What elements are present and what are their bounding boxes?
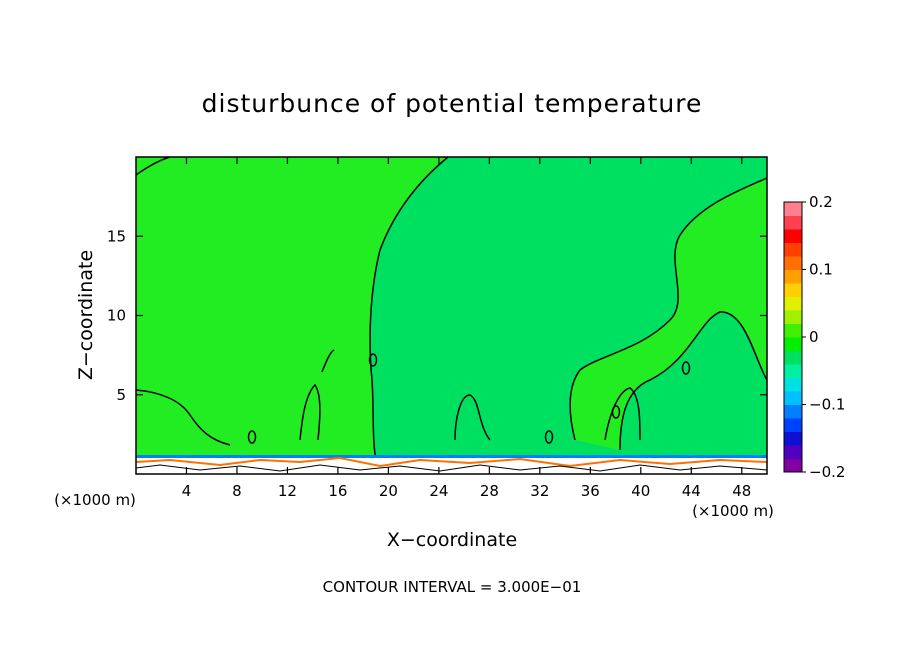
colorbar-swatch xyxy=(784,229,802,243)
x-tick-label: 4 xyxy=(182,482,192,500)
colorbar-swatch xyxy=(784,242,802,257)
colorbar-swatch xyxy=(784,391,802,405)
contour-line-3 xyxy=(619,311,768,451)
contour-ellipse-5 xyxy=(544,430,554,444)
contour-line-9 xyxy=(321,349,335,373)
colorbar-swatch xyxy=(784,215,802,230)
colorbar xyxy=(783,201,803,473)
colorbar-swatch xyxy=(784,350,802,365)
colorbar-tick-label: −0.2 xyxy=(809,463,845,481)
positive-region-upper-left xyxy=(136,157,448,460)
contour-line-4 xyxy=(135,156,171,176)
contour-ellipse-1 xyxy=(368,353,378,367)
x-tick-label: 20 xyxy=(379,482,398,500)
x-tick-label: 40 xyxy=(631,482,650,500)
colorbar-swatch xyxy=(784,445,802,459)
colorbar-swatch xyxy=(784,269,802,284)
contour-line-7 xyxy=(454,394,491,441)
x-tick-label: 28 xyxy=(480,482,499,500)
x-tick-label: 8 xyxy=(232,482,242,500)
y-tick-label: 5 xyxy=(116,386,126,404)
colorbar-tick-label: −0.1 xyxy=(809,396,845,414)
contour-ellipse-2 xyxy=(681,361,691,375)
surface-band-orange xyxy=(135,456,768,468)
contour-ellipse-4 xyxy=(247,430,257,444)
x-axis-ticks: 4 8 12 16 20 24 28 32 36 40 44 48 xyxy=(182,157,751,500)
surface-disturbance-band xyxy=(135,455,768,474)
colorbar-tick-label: 0 xyxy=(809,328,819,346)
contour-interval-label: CONTOUR INTERVAL = 3.000E−01 xyxy=(323,578,582,596)
plot-area xyxy=(135,156,768,474)
colorbar-tick-labels: 0.2 0.1 0 −0.1 −0.2 xyxy=(802,193,845,481)
x-tick-label: 16 xyxy=(328,482,347,500)
colorbar-tick-label: 0.2 xyxy=(809,193,833,211)
contour-line-5 xyxy=(135,389,231,446)
x-tick-label: 48 xyxy=(732,482,751,500)
surface-band-contours xyxy=(135,464,768,472)
contour-line-6 xyxy=(299,383,321,441)
colorbar-swatch xyxy=(784,310,802,324)
colorbar-swatch xyxy=(784,377,802,392)
colorbar-swatch xyxy=(784,256,802,270)
colorbar-swatch xyxy=(784,323,802,338)
y-axis-ticks: 5 10 15 xyxy=(107,227,767,404)
contour-line-2 xyxy=(569,177,768,441)
contour-line-8 xyxy=(604,387,641,441)
colorbar-swatch xyxy=(784,296,802,311)
colorbar-swatch xyxy=(784,337,802,351)
colorbar-swatch xyxy=(784,404,802,419)
colorbar-swatch xyxy=(784,431,802,446)
colorbar-swatch xyxy=(784,283,802,297)
x-axis-unit-right: (×1000 m) xyxy=(692,502,774,520)
x-axis-unit-left: (×1000 m) xyxy=(54,491,136,509)
x-axis-label: X−coordinate xyxy=(387,529,517,551)
x-tick-label: 24 xyxy=(429,482,448,500)
chart-title: disturbunce of potential temperature xyxy=(202,89,703,118)
colorbar-swatch xyxy=(784,202,802,216)
colorbar-swatch xyxy=(784,364,802,378)
x-tick-label: 32 xyxy=(530,482,549,500)
colorbar-swatch xyxy=(784,418,802,432)
y-axis-label: Z−coordinate xyxy=(75,250,97,380)
x-tick-label: 36 xyxy=(581,482,600,500)
x-tick-label: 12 xyxy=(278,482,297,500)
y-tick-label: 10 xyxy=(107,307,126,325)
x-tick-label: 44 xyxy=(682,482,701,500)
contour-ellipse-3 xyxy=(611,405,621,419)
colorbar-tick-label: 0.1 xyxy=(809,261,833,279)
surface-band-top xyxy=(136,455,767,458)
contour-line-1 xyxy=(369,156,449,461)
y-tick-label: 15 xyxy=(107,227,126,245)
positive-region-upper-right xyxy=(570,178,767,450)
colorbar-swatch xyxy=(784,458,802,473)
